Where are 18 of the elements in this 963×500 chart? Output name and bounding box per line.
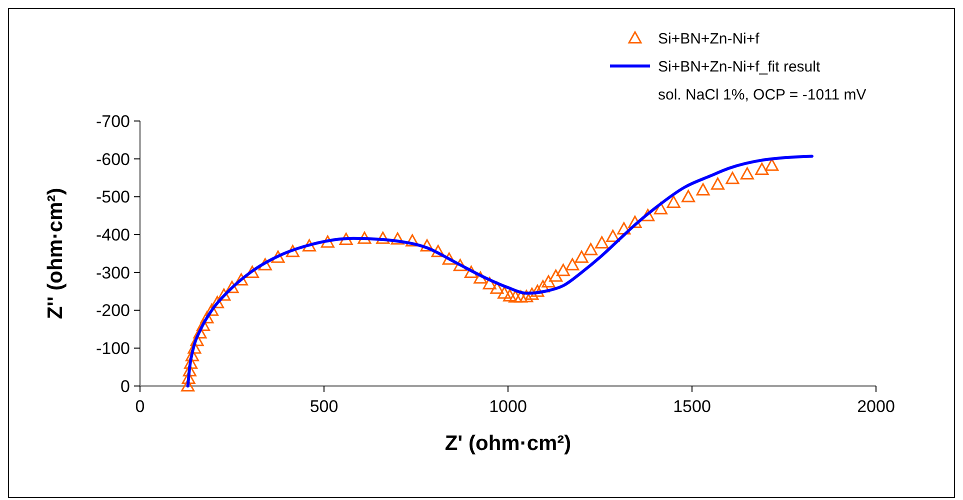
x-axis-title: Z' (ohm·cm²) [444, 432, 572, 455]
y-tick-label: -600 [96, 150, 130, 169]
y-tick-label: -300 [96, 263, 130, 282]
y-tick-label: -700 [96, 112, 130, 131]
x-tick-label: 1500 [673, 397, 711, 416]
y-tick-label: 0 [120, 376, 130, 396]
x-tick-label: 1000 [489, 397, 527, 416]
y-tick-label: -200 [96, 301, 130, 320]
x-tick-label: 2000 [857, 397, 895, 416]
y-axis-title: Z'' (ohm·cm²) [44, 188, 67, 320]
legend-label: Si+BN+Zn-Ni+f [658, 30, 760, 48]
y-tick-label: -100 [96, 339, 130, 358]
x-tick-label: 500 [310, 397, 338, 416]
text: sol. NaCl 1%, OCP = -1011 mV [658, 86, 866, 104]
x-tick-label: 0 [135, 397, 145, 416]
y-tick-label: -400 [96, 226, 130, 245]
y-tick-label: -500 [96, 188, 130, 207]
legend-label: Si+BN+Zn-Ni+f_fit result [658, 58, 821, 76]
